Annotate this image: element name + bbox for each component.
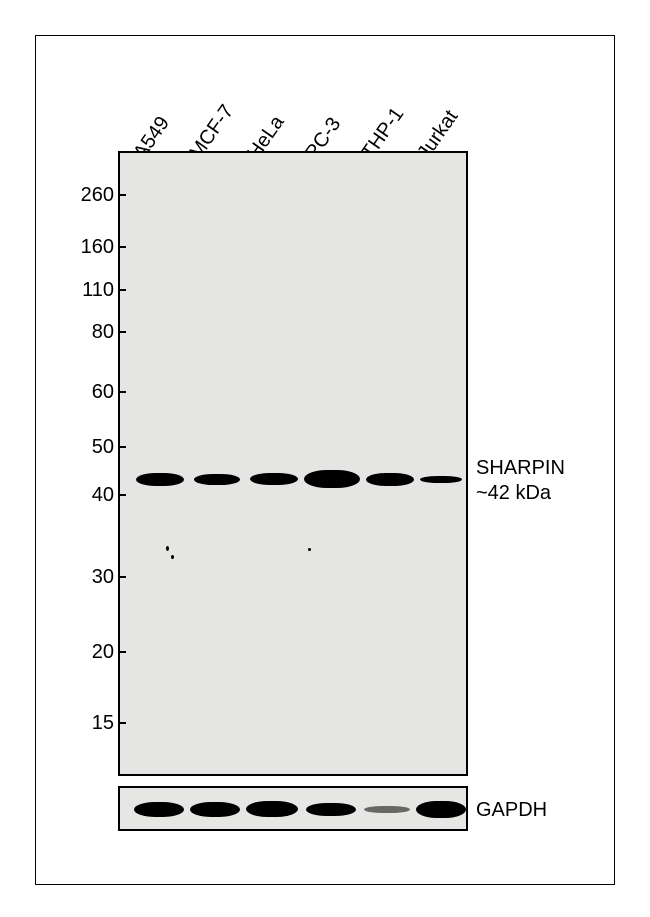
mw-marker: 15 (82, 712, 114, 735)
sharpin-band (366, 473, 414, 486)
mw-tick (118, 391, 126, 393)
artifact-dot (308, 548, 311, 551)
gapdh-name: GAPDH (476, 799, 547, 821)
sharpin-band (420, 476, 462, 483)
mw-marker-label: 160 (81, 236, 114, 258)
mw-marker-label: 60 (92, 381, 114, 403)
sharpin-name: SHARPIN (476, 457, 565, 479)
sharpin-label: SHARPIN ~42 kDa (476, 456, 565, 506)
gapdh-label: GAPDH (476, 798, 547, 823)
mw-tick (118, 289, 126, 291)
gapdh-band (306, 803, 356, 816)
gapdh-band (246, 801, 298, 817)
mw-tick (118, 246, 126, 248)
sharpin-band (304, 470, 360, 488)
mw-marker: 80 (82, 321, 114, 344)
gapdh-band (190, 802, 240, 817)
mw-marker-label: 40 (92, 484, 114, 506)
mw-tick (118, 722, 126, 724)
artifact-dot (166, 546, 169, 551)
main-blot-area (118, 151, 468, 776)
mw-marker: 20 (82, 641, 114, 664)
mw-tick (118, 494, 126, 496)
mw-tick (118, 651, 126, 653)
figure-frame: A549 MCF-7 HeLa PC-3 THP-1 Jurkat 260 16… (35, 35, 615, 885)
mw-marker-label: 260 (81, 184, 114, 206)
mw-marker-label: 50 (92, 436, 114, 458)
mw-marker: 40 (82, 484, 114, 507)
sharpin-kda: ~42 kDa (476, 482, 551, 504)
mw-marker: 50 (82, 436, 114, 459)
mw-marker-label: 20 (92, 641, 114, 663)
mw-marker: 160 (72, 236, 114, 259)
mw-marker: 110 (72, 279, 114, 302)
mw-marker-label: 30 (92, 566, 114, 588)
gapdh-band (416, 801, 466, 818)
mw-marker-label: 15 (92, 712, 114, 734)
mw-tick (118, 194, 126, 196)
sharpin-band (194, 474, 240, 485)
mw-tick (118, 331, 126, 333)
mw-tick (118, 446, 126, 448)
gapdh-band (134, 802, 184, 817)
sharpin-band (136, 473, 184, 486)
gapdh-blot-area (118, 786, 468, 831)
mw-marker-label: 80 (92, 321, 114, 343)
mw-marker-label: 110 (82, 279, 114, 301)
mw-marker: 30 (82, 566, 114, 589)
artifact-dot (171, 555, 174, 559)
sharpin-band (250, 473, 298, 485)
gapdh-band (364, 806, 410, 813)
mw-marker: 260 (72, 184, 114, 207)
mw-marker: 60 (82, 381, 114, 404)
mw-tick (118, 576, 126, 578)
